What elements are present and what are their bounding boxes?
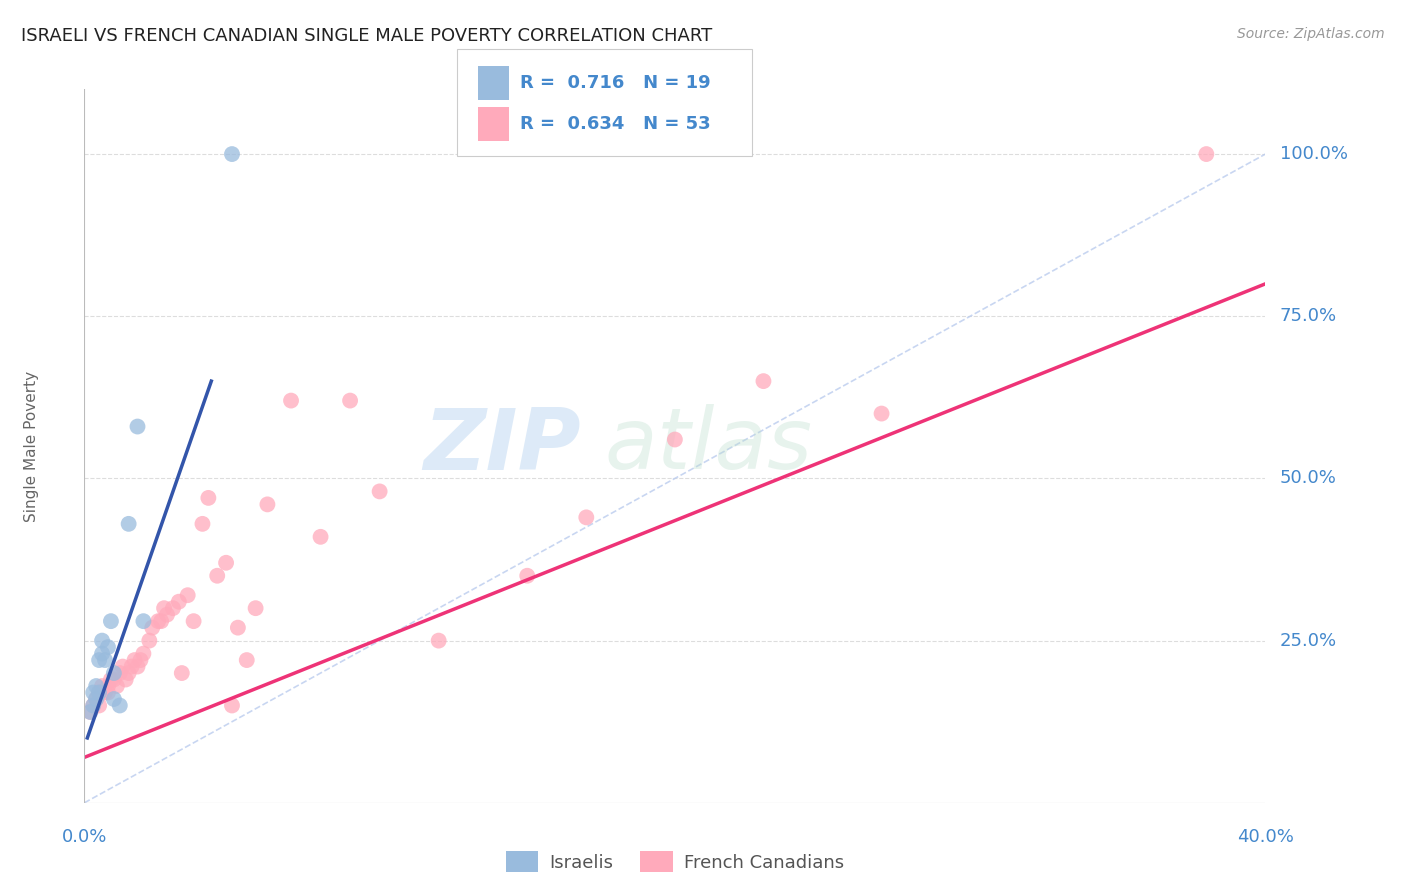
Point <box>235 653 259 667</box>
Point <box>191 516 214 531</box>
Point <box>127 419 149 434</box>
Point <box>132 614 155 628</box>
Point <box>79 705 101 719</box>
Point <box>138 633 160 648</box>
Point <box>82 698 104 713</box>
Point <box>118 666 141 681</box>
Text: Source: ZipAtlas.com: Source: ZipAtlas.com <box>1237 27 1385 41</box>
Point <box>221 147 243 161</box>
Point <box>167 595 190 609</box>
Point <box>105 679 128 693</box>
Point <box>84 692 107 706</box>
Point <box>516 568 538 582</box>
Point <box>170 666 193 681</box>
Point <box>150 614 173 628</box>
Point <box>221 698 243 713</box>
Point <box>162 601 184 615</box>
Point <box>97 685 120 699</box>
Point <box>121 659 143 673</box>
Text: Single Male Poverty: Single Male Poverty <box>24 370 39 522</box>
Point <box>141 621 163 635</box>
Point <box>575 510 598 524</box>
Point <box>91 647 114 661</box>
Text: 40.0%: 40.0% <box>1237 828 1294 846</box>
Point <box>91 679 114 693</box>
Text: 50.0%: 50.0% <box>1279 469 1337 487</box>
Point <box>127 659 149 673</box>
Text: 25.0%: 25.0% <box>1279 632 1337 649</box>
Point <box>153 601 176 615</box>
Point <box>156 607 179 622</box>
Point <box>368 484 391 499</box>
Point <box>870 407 893 421</box>
Point <box>132 647 155 661</box>
Text: atlas: atlas <box>605 404 813 488</box>
Text: ZIP: ZIP <box>423 404 581 488</box>
Point <box>103 692 125 706</box>
Point <box>87 685 111 699</box>
Point <box>226 621 249 635</box>
Text: 75.0%: 75.0% <box>1279 307 1337 326</box>
Point <box>129 653 152 667</box>
Point <box>82 698 104 713</box>
Point <box>82 685 104 699</box>
Point <box>100 673 122 687</box>
Legend: Israelis, French Canadians: Israelis, French Canadians <box>499 844 851 880</box>
Point <box>256 497 278 511</box>
Point <box>245 601 267 615</box>
Point <box>280 393 302 408</box>
Point <box>97 640 120 654</box>
Point <box>108 666 131 681</box>
Point <box>84 692 107 706</box>
Point <box>108 698 131 713</box>
Text: R =  0.716   N = 19: R = 0.716 N = 19 <box>520 74 711 92</box>
Point <box>97 679 120 693</box>
Point <box>339 393 361 408</box>
Point <box>103 673 125 687</box>
Point <box>752 374 775 388</box>
Point <box>111 659 134 673</box>
Point <box>87 685 111 699</box>
Point <box>103 666 125 681</box>
Point <box>79 705 101 719</box>
Point <box>118 516 141 531</box>
Point <box>114 673 136 687</box>
Point <box>177 588 200 602</box>
Point <box>215 556 238 570</box>
Point <box>197 491 219 505</box>
Point <box>664 433 686 447</box>
Text: R =  0.634   N = 53: R = 0.634 N = 53 <box>520 115 711 133</box>
Point <box>183 614 205 628</box>
Point <box>309 530 332 544</box>
Point <box>84 679 107 693</box>
Point <box>87 698 111 713</box>
Point <box>91 685 114 699</box>
Point <box>124 653 146 667</box>
Text: ISRAELI VS FRENCH CANADIAN SINGLE MALE POVERTY CORRELATION CHART: ISRAELI VS FRENCH CANADIAN SINGLE MALE P… <box>21 27 713 45</box>
Point <box>91 633 114 648</box>
Point <box>205 568 228 582</box>
Point <box>94 685 117 699</box>
Point <box>100 614 122 628</box>
Point <box>427 633 450 648</box>
Point <box>87 653 111 667</box>
Text: 0.0%: 0.0% <box>62 828 107 846</box>
Point <box>1195 147 1218 161</box>
Point <box>148 614 170 628</box>
Point <box>94 653 117 667</box>
Text: 100.0%: 100.0% <box>1279 145 1347 163</box>
